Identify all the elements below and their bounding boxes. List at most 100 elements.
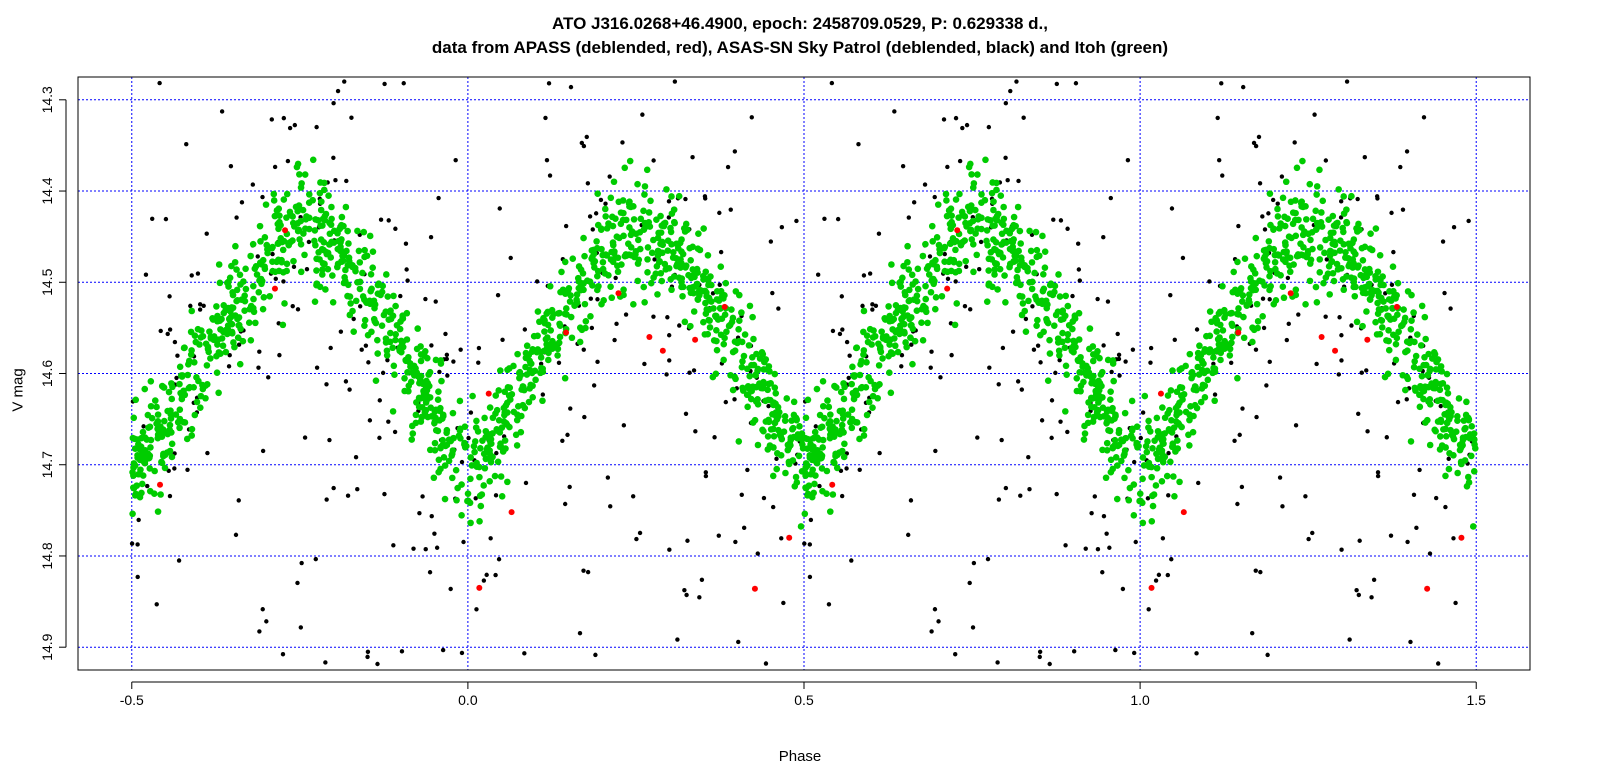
asas-sn-point (1063, 543, 1068, 548)
itoh-point (689, 266, 697, 273)
itoh-point (1367, 230, 1374, 237)
itoh-point (432, 406, 440, 414)
itoh-point (349, 263, 356, 271)
itoh-point (1265, 238, 1273, 245)
asas-sn-point (355, 487, 360, 492)
asas-sn-point (665, 315, 670, 320)
itoh-point (1007, 237, 1014, 245)
asas-sn-point (732, 149, 738, 154)
itoh-point (992, 239, 1000, 246)
itoh-point (852, 418, 860, 426)
itoh-point (1326, 252, 1334, 259)
itoh-point (486, 478, 493, 485)
asas-sn-point (1058, 419, 1063, 424)
itoh-point (1010, 221, 1017, 229)
asas-sn-point (522, 651, 527, 656)
itoh-point (1362, 289, 1370, 297)
asas-sn-point (1262, 227, 1268, 232)
asas-sn-point (1047, 661, 1052, 667)
itoh-point (1109, 357, 1117, 364)
itoh-point (1464, 473, 1472, 481)
itoh-point (972, 230, 979, 237)
asas-sn-point (1021, 115, 1026, 120)
asas-sn-point (1031, 347, 1037, 352)
asas-sn-point (839, 493, 845, 499)
itoh-point (154, 418, 162, 425)
itoh-point (771, 384, 779, 391)
asas-sn-point (1293, 423, 1299, 428)
asas-sn-point (1008, 88, 1013, 94)
itoh-point (1392, 340, 1400, 348)
itoh-point (396, 347, 403, 355)
itoh-point (991, 266, 999, 273)
asas-sn-point (936, 619, 941, 624)
itoh-point (1447, 426, 1454, 434)
y-tick-label: 14.8 (39, 542, 55, 569)
itoh-point (1394, 279, 1402, 287)
itoh-point (1059, 307, 1067, 314)
itoh-point (479, 437, 486, 444)
asas-sn-point (672, 79, 678, 84)
itoh-point (863, 359, 870, 366)
itoh-point (817, 455, 825, 462)
itoh-point (894, 348, 902, 356)
itoh-point (857, 361, 864, 368)
asas-sn-point (1108, 195, 1114, 201)
itoh-point (294, 203, 302, 211)
itoh-point (315, 248, 322, 256)
itoh-point (404, 368, 411, 376)
itoh-point (483, 446, 491, 453)
asas-sn-point (1400, 207, 1406, 212)
asas-sn-point (781, 600, 786, 606)
itoh-point (695, 230, 702, 237)
itoh-point (691, 283, 699, 290)
itoh-point (947, 205, 955, 213)
itoh-point (984, 241, 991, 249)
itoh-point (765, 363, 773, 370)
asas-sn-point (281, 279, 286, 284)
asas-sn-point (1051, 217, 1056, 222)
asas-sn-point (448, 586, 453, 592)
asas-sn-point (1388, 533, 1394, 538)
itoh-point (361, 322, 368, 329)
itoh-point (259, 305, 267, 313)
asas-sn-point (870, 302, 875, 307)
asas-sn-point (493, 493, 499, 498)
apass-point (1318, 334, 1325, 341)
asas-sn-point (444, 356, 449, 362)
asas-sn-point (429, 513, 434, 519)
itoh-point (1377, 316, 1385, 324)
itoh-point (497, 473, 505, 480)
itoh-point (722, 279, 730, 287)
itoh-point (919, 337, 927, 344)
itoh-point (1125, 496, 1133, 504)
asas-sn-point (1258, 569, 1263, 575)
itoh-point (326, 241, 333, 248)
itoh-point (520, 386, 528, 394)
itoh-point (771, 370, 779, 378)
itoh-point (631, 253, 638, 261)
itoh-point (1261, 282, 1268, 289)
itoh-point (1273, 270, 1281, 277)
asas-sn-point (488, 536, 493, 541)
itoh-point (1306, 180, 1314, 188)
itoh-point (686, 284, 693, 292)
itoh-point (329, 272, 336, 279)
itoh-point (1430, 349, 1438, 356)
itoh-point (1270, 245, 1278, 253)
asas-sn-point (496, 557, 502, 562)
itoh-point (815, 436, 823, 443)
asas-sn-point (437, 369, 442, 375)
itoh-point (269, 243, 276, 251)
asas-sn-point (652, 257, 657, 262)
itoh-point (392, 336, 399, 344)
itoh-point (1374, 268, 1382, 276)
itoh-point (1292, 232, 1300, 240)
itoh-point (1068, 347, 1076, 355)
itoh-point (435, 388, 442, 395)
itoh-point (1228, 309, 1236, 317)
itoh-point (1246, 299, 1253, 306)
itoh-point (823, 467, 831, 475)
itoh-point (469, 392, 476, 400)
asas-sn-point (1339, 358, 1344, 363)
